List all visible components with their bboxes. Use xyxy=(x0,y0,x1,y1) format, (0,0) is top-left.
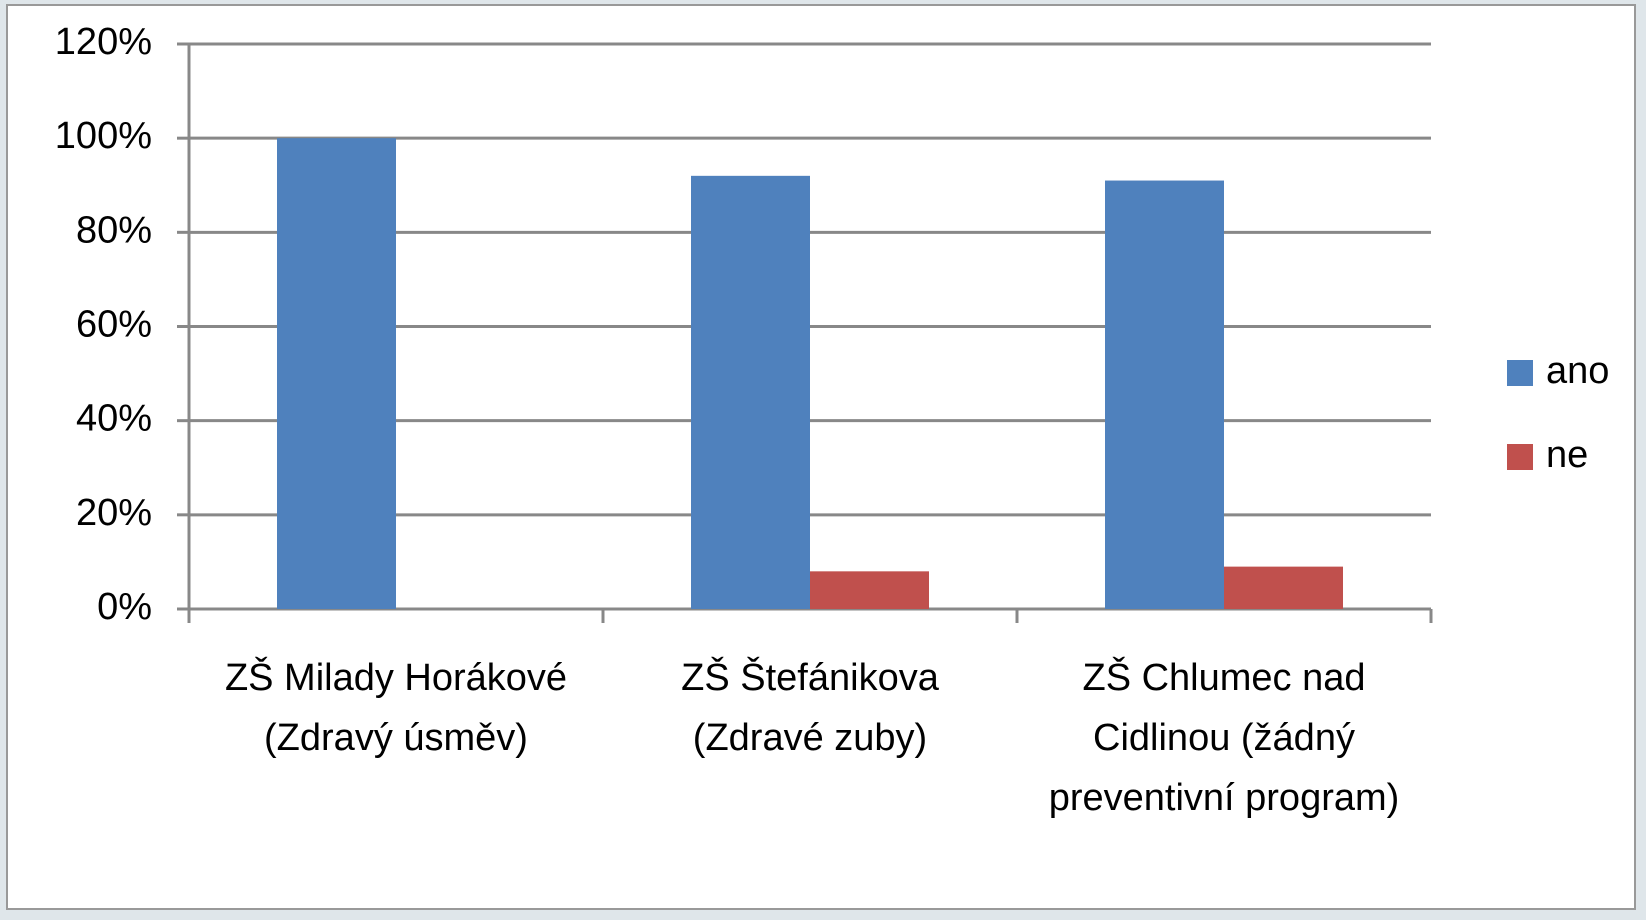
legend-swatch xyxy=(1507,360,1533,386)
bar xyxy=(277,138,396,609)
legend-label: ano xyxy=(1546,350,1609,392)
x-tick-label: ZŠ Milady Horákové (Zdravý úsměv) xyxy=(224,657,568,759)
y-tick-label: 120% xyxy=(55,21,152,63)
x-tick-label: ZŠ Štefánikova (Zdravé zuby) xyxy=(681,657,939,759)
bar xyxy=(1224,566,1343,609)
bar xyxy=(691,175,810,610)
y-tick-label: 0% xyxy=(97,586,152,628)
y-tick-label: 80% xyxy=(76,209,152,251)
y-tick-label: 60% xyxy=(76,304,152,346)
bar xyxy=(1105,180,1224,609)
y-tick-label: 100% xyxy=(55,115,152,157)
x-tick-label: ZŠ Chlumec nad Cidlinou (žádný preventiv… xyxy=(1048,657,1400,819)
legend-label: ne xyxy=(1546,434,1588,476)
bar xyxy=(810,571,929,609)
legend-swatch xyxy=(1507,444,1533,470)
y-tick-label: 40% xyxy=(76,398,152,440)
y-tick-label: 20% xyxy=(76,492,152,534)
